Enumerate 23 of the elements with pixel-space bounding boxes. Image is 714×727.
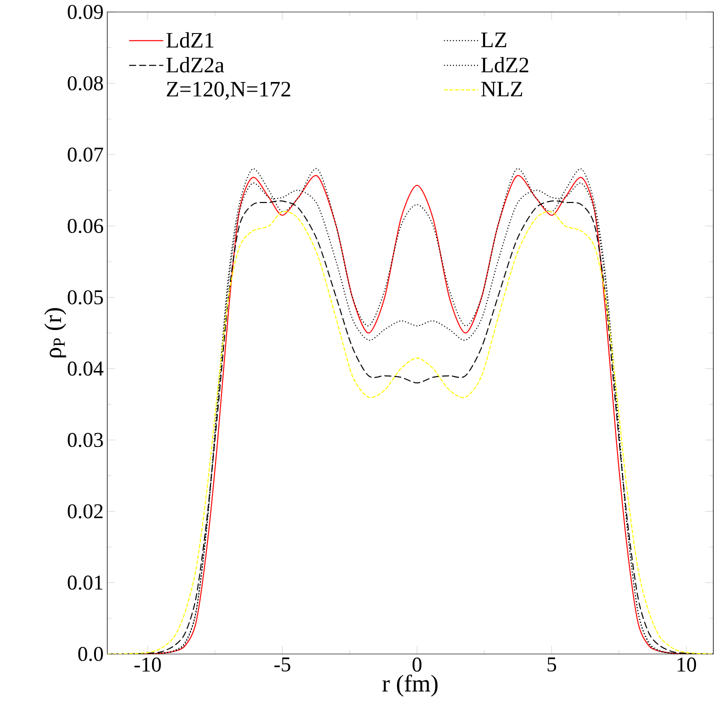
legend-label: LdZ2a	[166, 57, 224, 72]
y-tick-label: 0.05	[68, 290, 103, 304]
x-tick-label: -10	[134, 658, 161, 672]
y-tick-label: 0.01	[68, 576, 102, 590]
y-tick-label: 0.09	[68, 4, 103, 20]
y-tick-label: 0.03	[68, 432, 103, 448]
legend-label: LdZ2	[481, 57, 528, 72]
x-tick-label: 0	[412, 658, 422, 672]
x-tick-label: -5	[274, 658, 290, 672]
y-tick-label: 0.07	[68, 148, 104, 162]
legend-label: LdZ1	[166, 32, 214, 48]
y-tick-label: 0.08	[68, 76, 103, 90]
y-axis-title: ρ$_{P}$ (r)	[44, 308, 66, 358]
x-axis-title: r (fm)	[382, 674, 438, 697]
annotation: Z=120,N=172	[166, 82, 290, 100]
x-tick-label: 5	[548, 658, 556, 672]
legend-label: NLZ	[481, 82, 522, 96]
y-tick-label: 0.06	[68, 218, 104, 234]
y-tick-label: 0.04	[68, 362, 104, 376]
y-tick-label: 0.02	[68, 504, 103, 518]
legend-label: LZ	[481, 32, 506, 48]
y-tick-label: 0.0	[78, 646, 103, 662]
x-tick-label: 10	[678, 658, 696, 672]
